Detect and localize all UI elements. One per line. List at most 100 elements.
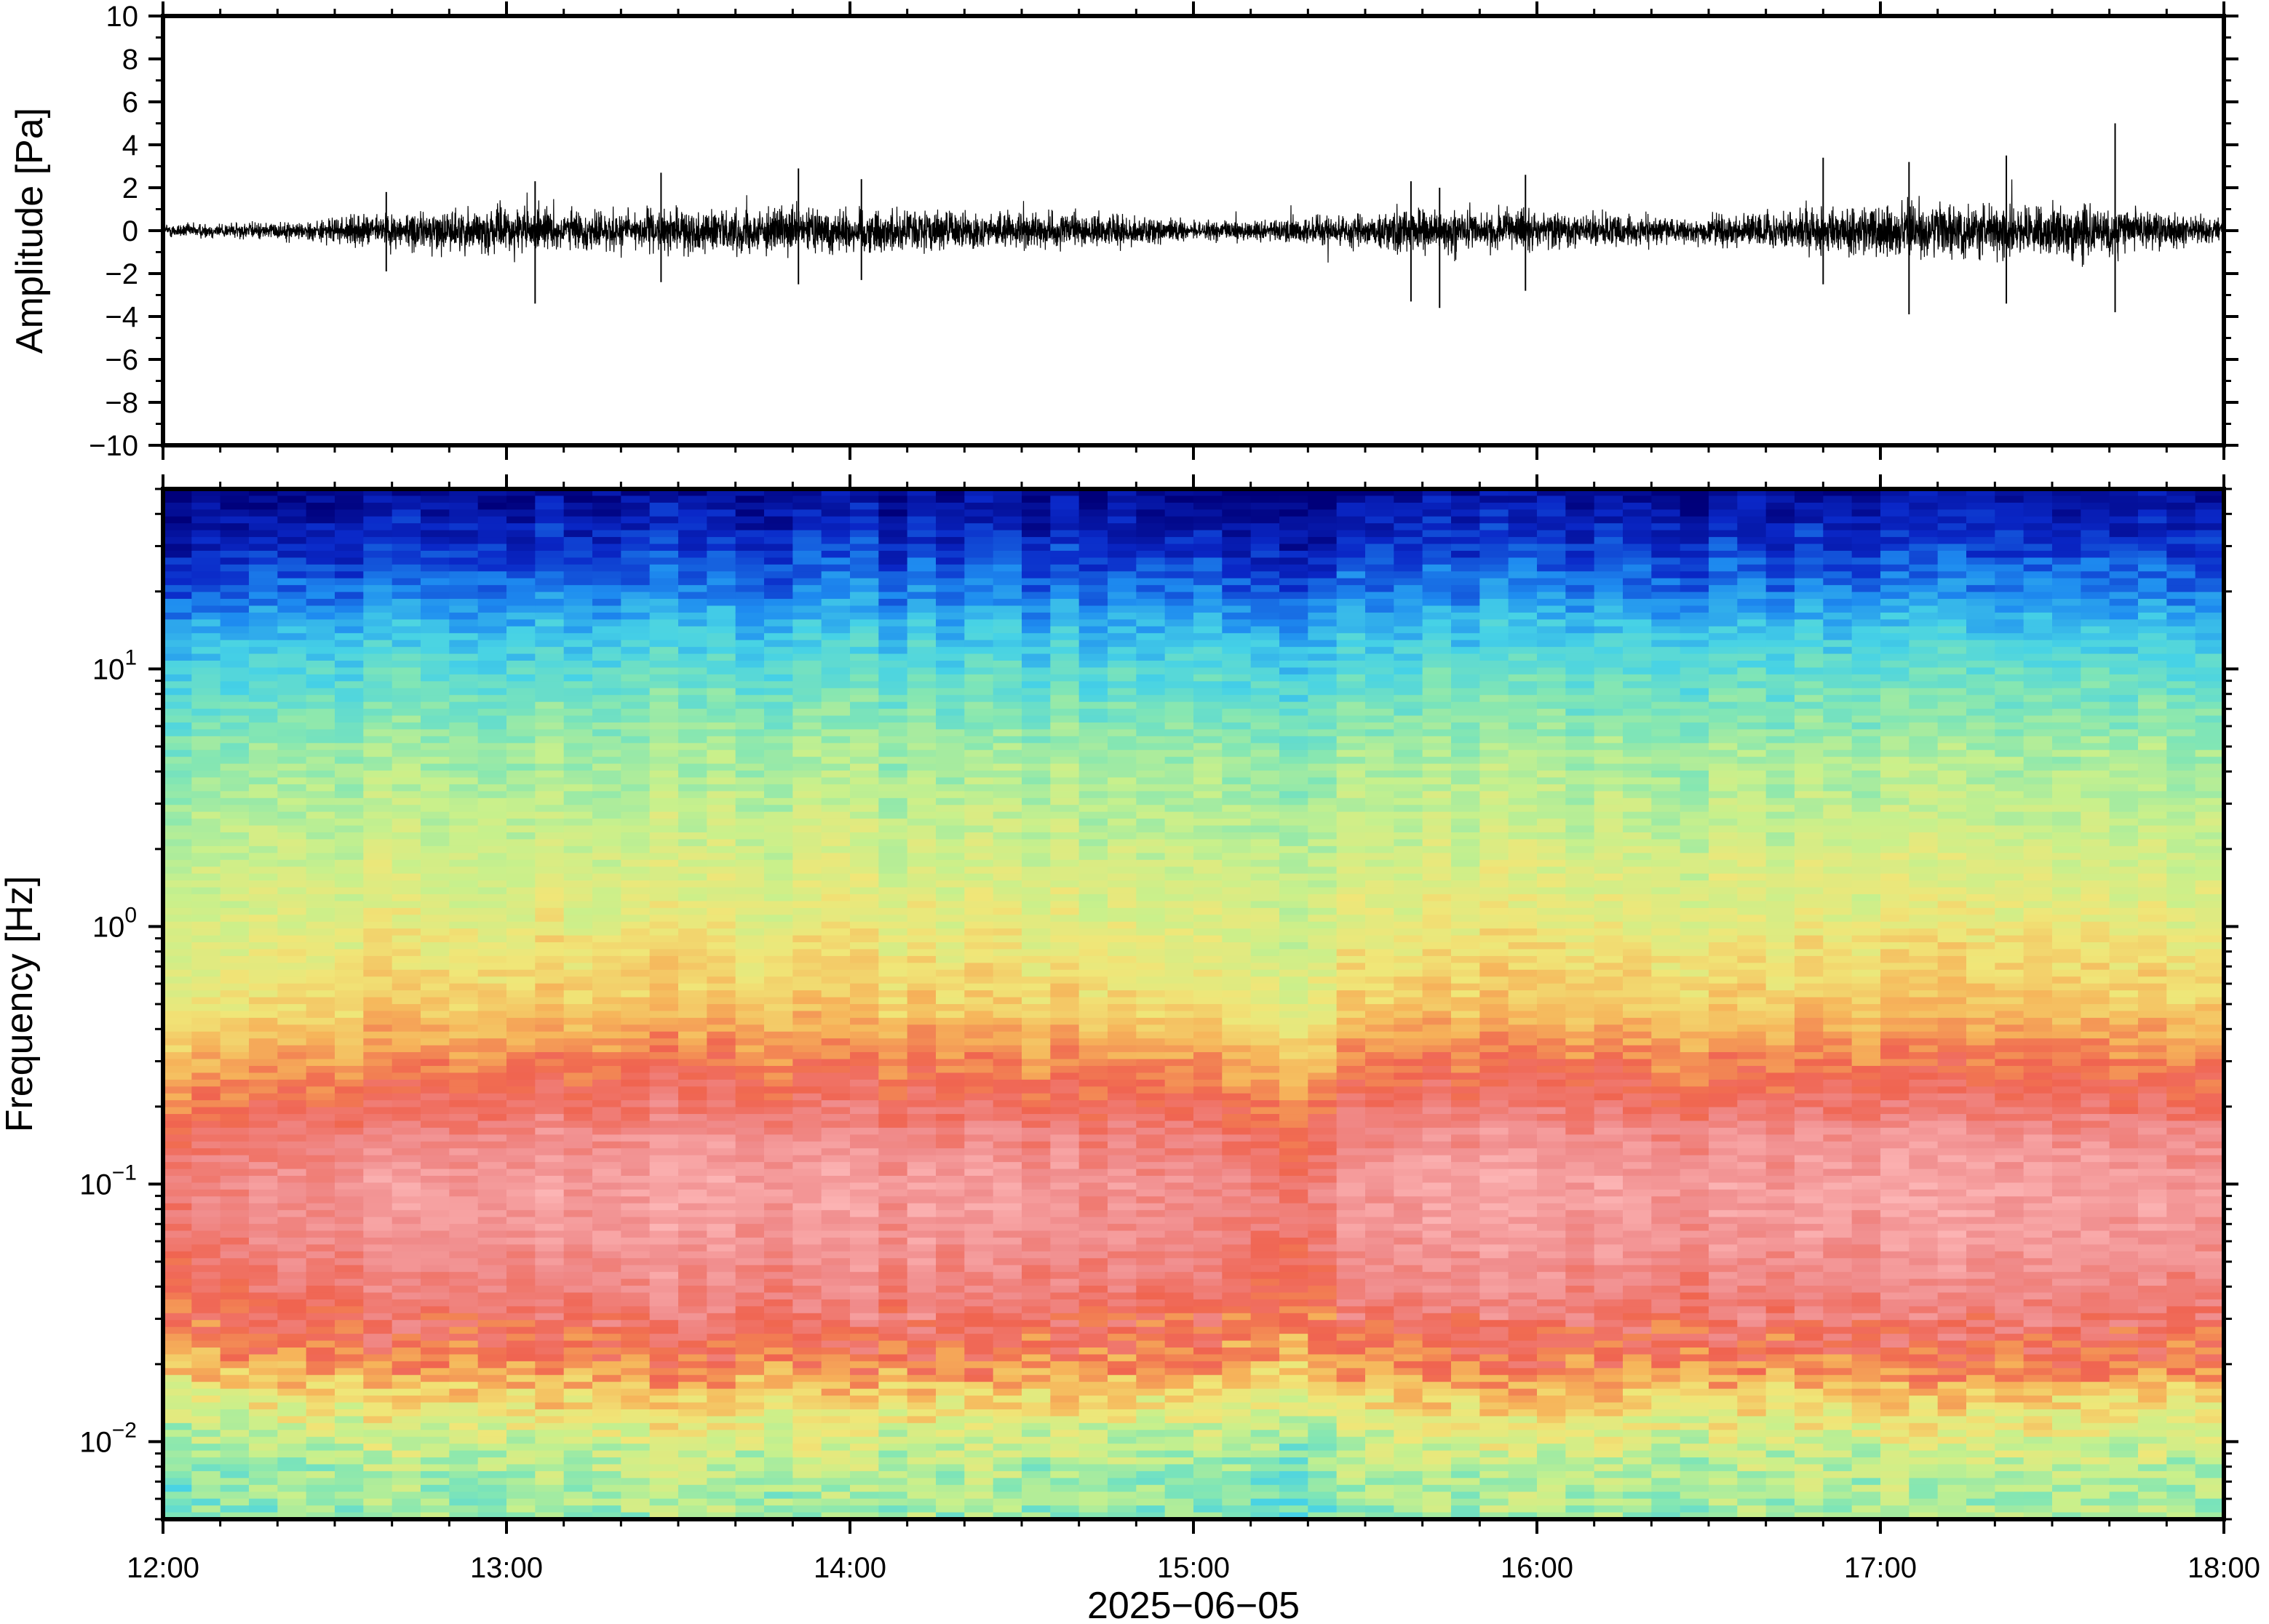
spectrogram-cell bbox=[936, 1024, 966, 1032]
spectrogram-cell bbox=[678, 715, 708, 723]
spectrogram-cell bbox=[563, 1348, 593, 1356]
spectrogram-cell bbox=[477, 619, 507, 627]
spectrogram-cell bbox=[449, 1478, 479, 1486]
spectrogram-cell bbox=[735, 1484, 765, 1493]
spectrogram-cell bbox=[335, 777, 365, 785]
spectrogram-cell bbox=[964, 1457, 994, 1465]
spectrogram-cell bbox=[792, 928, 822, 936]
spectrogram-cell bbox=[249, 1326, 279, 1335]
spectrogram-cell bbox=[506, 509, 536, 517]
spectrogram-cell bbox=[563, 516, 593, 525]
spectrogram-cell bbox=[335, 626, 365, 634]
spectrogram-cell bbox=[335, 1134, 365, 1142]
spectrogram-cell bbox=[306, 537, 335, 545]
spectrogram-cell bbox=[421, 1079, 450, 1088]
spectrogram-cell bbox=[506, 585, 536, 593]
spectrogram-cell bbox=[592, 1210, 622, 1218]
spectrogram-cell bbox=[907, 626, 937, 634]
spectrogram-cell bbox=[449, 1258, 479, 1266]
spectrogram-cell bbox=[735, 921, 765, 930]
spectrogram-cell bbox=[506, 976, 536, 984]
spectrogram-cell bbox=[964, 1004, 994, 1012]
spectrogram-cell bbox=[335, 990, 365, 998]
spectrogram-cell bbox=[907, 709, 937, 717]
spectrogram-cell bbox=[535, 516, 565, 525]
spectrogram-cell bbox=[993, 880, 1022, 888]
spectrogram-cell bbox=[678, 1162, 708, 1170]
spectrogram-cell bbox=[1022, 667, 1052, 675]
spectrogram-cell bbox=[649, 921, 679, 930]
spectrogram-cell bbox=[792, 523, 822, 531]
spectrogram-cell bbox=[678, 736, 708, 744]
spectrogram-cell bbox=[449, 550, 479, 559]
spectrogram-cell bbox=[792, 1189, 822, 1198]
spectrogram-cell bbox=[735, 653, 765, 661]
spectrogram-cell bbox=[964, 859, 994, 868]
spectrogram-cell bbox=[792, 921, 822, 930]
spectrogram-cell bbox=[563, 1464, 593, 1472]
spectrogram-cell bbox=[449, 935, 479, 944]
spectrogram-cell bbox=[649, 1299, 679, 1307]
spectrogram-cell bbox=[592, 1086, 622, 1094]
spectrogram-cell bbox=[306, 1086, 335, 1094]
spectrogram-cell bbox=[592, 1134, 622, 1142]
spectrogram-column bbox=[1078, 489, 1108, 1519]
spectrogram-cell bbox=[477, 1251, 507, 1259]
spectrogram-cell bbox=[277, 1134, 307, 1142]
spectrogram-cell bbox=[392, 612, 421, 621]
spectrogram-cell bbox=[1050, 805, 1080, 813]
spectrogram-cell bbox=[392, 1196, 421, 1204]
spectrogram-cell bbox=[392, 1065, 421, 1074]
spectrogram-cell bbox=[563, 1340, 593, 1348]
spectrogram-cell bbox=[964, 921, 994, 930]
spectrogram-cell bbox=[993, 757, 1022, 765]
spectrogram-cell bbox=[850, 853, 880, 861]
spectrogram-cell bbox=[477, 523, 507, 531]
spectrogram-cell bbox=[792, 1114, 822, 1122]
spectrogram-cell bbox=[1022, 1093, 1052, 1102]
spectrogram-cell bbox=[735, 1470, 765, 1479]
spectrogram-cell bbox=[392, 1011, 421, 1019]
spectrogram-cell bbox=[392, 1334, 421, 1342]
spectrogram-cell bbox=[421, 1141, 450, 1150]
spectrogram-cell bbox=[306, 1045, 335, 1054]
spectrogram-cell bbox=[678, 722, 708, 731]
spectrogram-cell bbox=[993, 955, 1022, 964]
spectrogram-cell bbox=[964, 557, 994, 565]
spectrogram-cell bbox=[477, 1292, 507, 1300]
spectrogram-cell bbox=[1050, 1065, 1080, 1074]
spectrogram-cell bbox=[592, 969, 622, 978]
spectrogram-cell bbox=[735, 681, 765, 689]
spectrogram-cell bbox=[649, 715, 679, 723]
spectrogram-cell bbox=[821, 1478, 851, 1486]
spectrogram-cell bbox=[964, 811, 994, 820]
spectrogram-cell bbox=[306, 1155, 335, 1163]
spectrogram-cell bbox=[421, 791, 450, 799]
spectrogram-cell bbox=[792, 1065, 822, 1074]
spectrogram-cell bbox=[477, 983, 507, 992]
spectrogram-cell bbox=[993, 557, 1022, 565]
spectrogram-cell bbox=[563, 688, 593, 696]
spectrogram-cell bbox=[878, 771, 908, 779]
spectrogram-cell bbox=[363, 1340, 393, 1348]
spectrogram-cell bbox=[220, 1038, 250, 1046]
spectrogram-cell bbox=[592, 907, 622, 916]
spectrogram-cell bbox=[477, 1374, 507, 1383]
spectrogram-cell bbox=[907, 1430, 937, 1438]
spectrogram-cell bbox=[878, 599, 908, 607]
spectrogram-cell bbox=[678, 1382, 708, 1390]
spectrogram-cell bbox=[392, 880, 421, 888]
spectrogram-cell bbox=[421, 1203, 450, 1211]
spectrogram-cell bbox=[792, 969, 822, 978]
spectrogram-cell bbox=[821, 1436, 851, 1445]
spectrogram-cell bbox=[306, 1093, 335, 1102]
spectrogram-cell bbox=[563, 1492, 593, 1500]
spectrogram-cell bbox=[449, 1203, 479, 1211]
spectrogram-cell bbox=[621, 701, 651, 710]
spectrogram-cell bbox=[678, 928, 708, 936]
spectrogram-cell bbox=[621, 955, 651, 964]
spectrogram-cell bbox=[477, 1354, 507, 1362]
spectrogram-cell bbox=[964, 955, 994, 964]
spectrogram-cell bbox=[678, 1478, 708, 1486]
spectrogram-cell bbox=[535, 653, 565, 661]
